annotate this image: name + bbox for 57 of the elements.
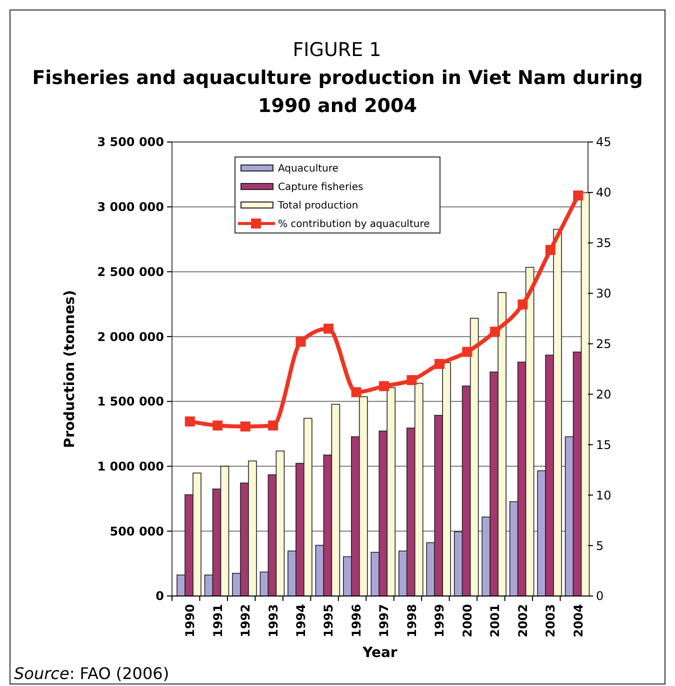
- y-tick-label: 500 000: [110, 524, 164, 538]
- x-tick-label: 1991: [210, 604, 225, 638]
- legend-label: Total production: [277, 200, 358, 212]
- chart-subtitle: Fisheries and aquaculture production in Viet Nam during 1990 and 2004: [31, 66, 644, 119]
- y2-tick-label: 30: [596, 286, 612, 301]
- x-tick-label: 1995: [322, 604, 336, 638]
- y2-tick-label: 0: [596, 589, 604, 604]
- point: [434, 358, 444, 369]
- y2-tick-label: 45: [596, 135, 612, 150]
- y2-tick-label: 35: [596, 236, 612, 250]
- point: [351, 387, 362, 398]
- y-tick-label: 2 000 000: [97, 330, 164, 344]
- y-tick-label: 1 500 000: [97, 394, 164, 409]
- y2-tick-label: 20: [596, 387, 612, 402]
- point: [240, 422, 250, 432]
- point: [518, 299, 528, 310]
- point: [545, 244, 556, 255]
- x-tick-label: 1996: [349, 604, 364, 638]
- point: [296, 336, 306, 347]
- x-tick-label: 1999: [432, 604, 447, 638]
- point: [212, 420, 223, 430]
- y-tick-label: 2 500 000: [97, 264, 164, 279]
- x-tick-label: 2000: [460, 604, 474, 638]
- y-axis-title: Production (tonnes): [62, 290, 78, 448]
- x-tick-label: 1993: [266, 604, 280, 638]
- x-tick-label: 1998: [404, 604, 419, 638]
- point: [573, 190, 584, 200]
- chart-title: FIGURE 1: [292, 39, 382, 61]
- y-tick-label: 1 000 000: [97, 459, 164, 474]
- legend-label: % contribution by aquaculture: [278, 219, 430, 230]
- y-tick-label: 3 500 000: [97, 135, 164, 150]
- legend-label: Aquaculture: [278, 164, 338, 174]
- point: [490, 326, 500, 337]
- x-tick-label: 1997: [377, 604, 392, 638]
- x-tick-label: 2001: [488, 604, 502, 638]
- point: [462, 346, 472, 357]
- y2-tick-label: 25: [596, 336, 612, 351]
- x-tick-label: 2003: [544, 604, 558, 638]
- source-note: Source: FAO (2006): [14, 664, 170, 683]
- point: [184, 416, 195, 426]
- y2-tick-label: 5: [596, 538, 604, 553]
- y2-tick-label: 40: [596, 186, 612, 200]
- x-axis-title: Year: [362, 645, 398, 661]
- point: [268, 420, 278, 430]
- point: [324, 324, 334, 334]
- x-tick-label: 2004: [571, 604, 586, 638]
- x-tick-label: 1992: [238, 604, 253, 638]
- y2-tick-label: 15: [596, 438, 612, 452]
- x-tick-label: 2002: [516, 604, 530, 638]
- y-tick-label: 0: [156, 589, 164, 604]
- legend-label: Capture fisheries: [278, 182, 364, 193]
- x-tick-label: 1994: [294, 604, 308, 638]
- x-tick-label: 1990: [183, 604, 198, 638]
- point: [379, 381, 389, 392]
- point: [406, 375, 417, 386]
- y2-tick-label: 10: [596, 488, 612, 502]
- y-tick-label: 3 000 000: [97, 200, 164, 214]
